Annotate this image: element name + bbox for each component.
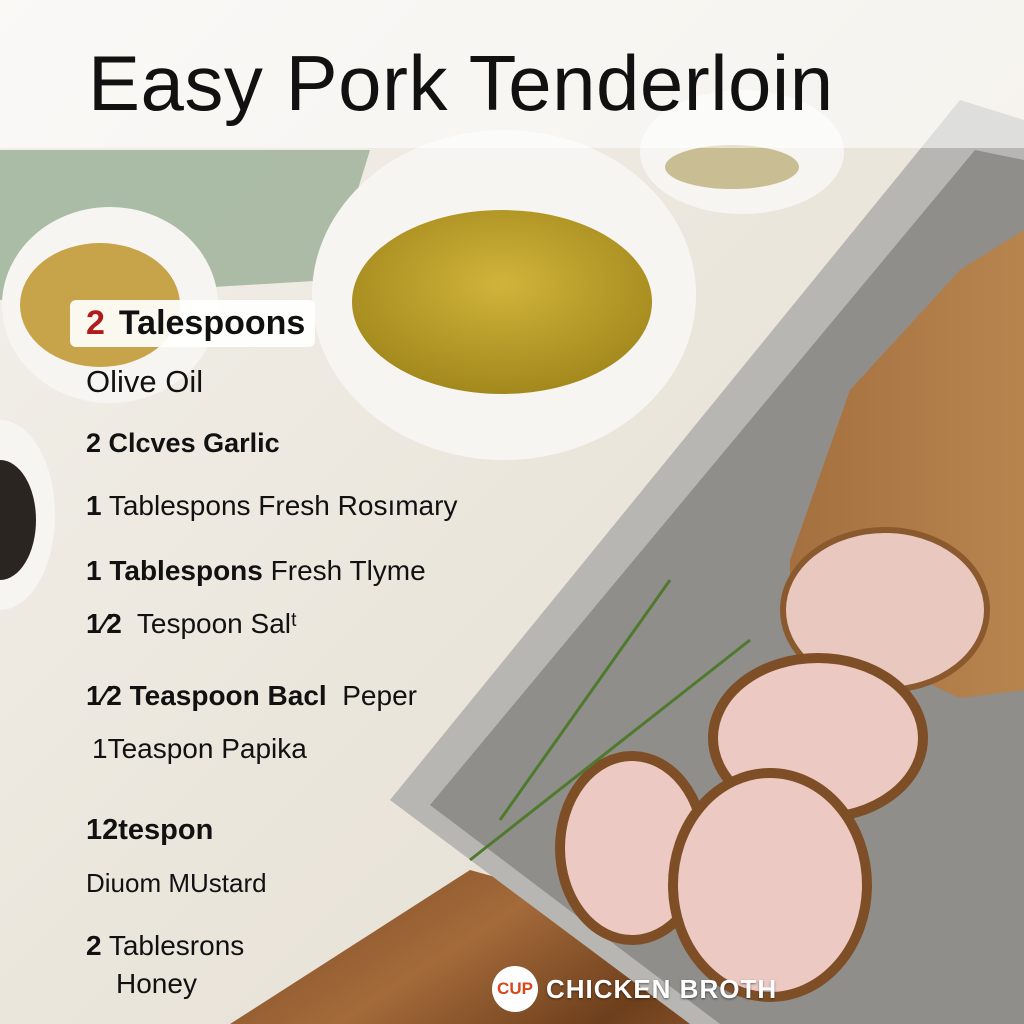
ingredient-amount: 2 xyxy=(86,930,102,961)
ingredient-amount: 1⁄2 Teaspoon Bacl xyxy=(86,680,327,711)
ingredient-line: 1Teaspon Papika xyxy=(92,733,307,764)
peppercorns xyxy=(0,460,36,580)
ingredient-amount: 1 xyxy=(86,490,102,521)
ingredient-amount: 1⁄2 xyxy=(86,608,122,639)
ingredient-text: Talespoons xyxy=(118,304,306,342)
cup-badge: CUP xyxy=(492,966,538,1012)
ingredient-line: 2 Clcves Garlic xyxy=(86,428,280,458)
ingredient-amount: 1 Tablespons xyxy=(86,555,263,586)
ingredient-line: 1 Tablespons Fresh Tlyme xyxy=(86,555,426,587)
rosemary-sprig xyxy=(469,638,751,862)
rosemary-sprig xyxy=(498,579,672,821)
ingredient-line: 1⁄2 Tespoon Salᵗ xyxy=(86,608,297,640)
pork-slice xyxy=(668,768,872,1002)
ingredient-highlight: 2 Talespoons xyxy=(70,300,316,347)
title-band xyxy=(0,0,1024,148)
ingredient-text: Tablesrons xyxy=(108,930,245,961)
olive-oil xyxy=(352,210,652,394)
chicken-broth-logo: CUP CHICKEN BROTH xyxy=(492,966,777,1012)
ingredient-line: 2 Tablesrons xyxy=(86,930,244,962)
ingredient-text: Tablespons Fresh Rosımary xyxy=(108,490,458,521)
ingredient-line: 12tespon xyxy=(86,814,214,846)
ingredient-text: Tespoon Salᵗ xyxy=(136,608,298,639)
ingredient-line: Honey xyxy=(116,968,197,999)
ingredient-line: Olive Oil xyxy=(86,364,204,399)
ingredient-text: Fresh Tlyme xyxy=(270,555,426,586)
ingredient-text: Peper xyxy=(342,680,417,711)
ingredient-line: Diuom MUstard xyxy=(86,868,267,898)
page-title: Easy Pork Tenderloin xyxy=(88,39,834,127)
ingredient-line: 1 Tablespons Fresh Rosımary xyxy=(86,490,457,522)
ingredient-line: 1⁄2 Teaspoon Bacl Peper xyxy=(86,680,417,712)
ingredient-amount: 2 xyxy=(86,304,105,342)
logo-text: CHICKEN BROTH xyxy=(546,973,778,1004)
seasoning xyxy=(665,145,799,189)
